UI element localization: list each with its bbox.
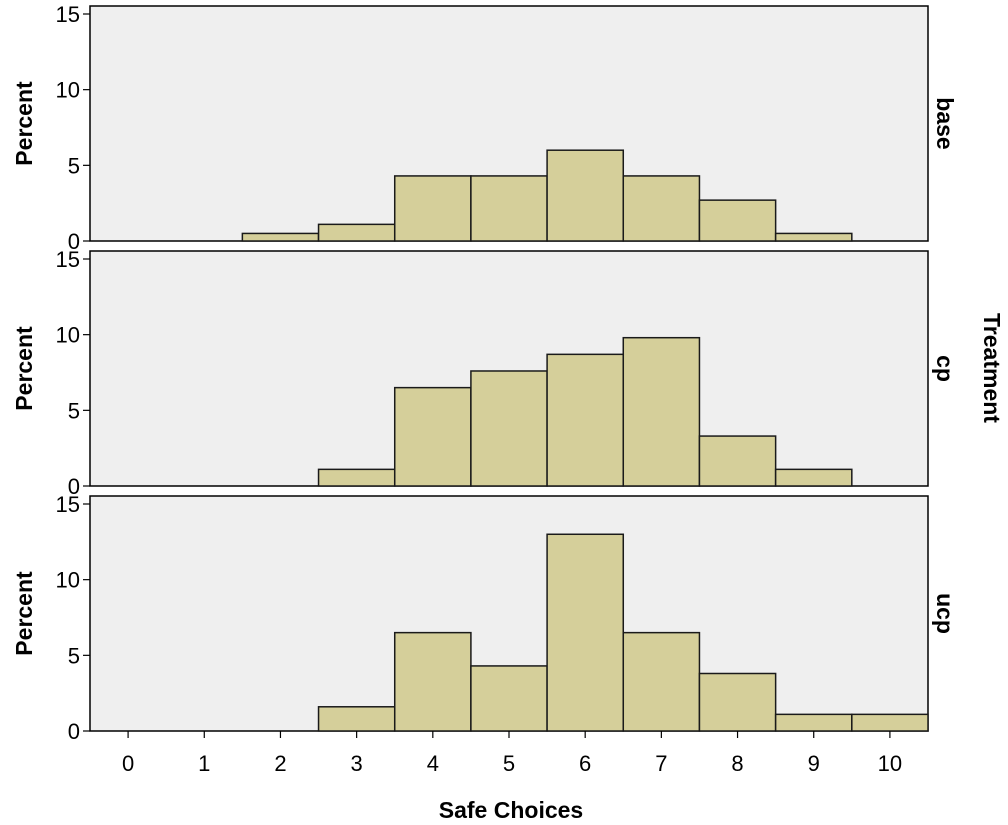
histogram-bar [546,533,625,732]
histogram-bar [698,199,777,242]
facet-title: Treatment [979,313,1005,423]
x-tick-label: 6 [579,751,591,776]
y-tick-label: 10 [56,568,80,593]
histogram-bar [622,175,701,242]
histogram-bar [241,232,320,242]
y-tick-label: 10 [56,323,80,348]
facet-label-cp: cp [932,355,958,382]
histogram-bar [546,149,625,242]
facet-label-base: base [932,97,958,149]
histogram-bar [393,386,472,487]
panel-ucp: 0 5 10 15 Percent ucp [11,492,958,744]
histogram-bar [622,336,701,487]
histogram-bar [774,232,853,242]
x-tick-label: 4 [427,751,439,776]
facet-label-ucp: ucp [932,593,958,634]
x-axis: 0 1 2 3 4 5 6 7 8 9 10 [122,731,902,776]
y-tick-label: 5 [68,398,80,423]
histogram-bar [774,713,853,732]
histogram-bar [622,631,701,732]
y-tick-label: 0 [68,474,80,499]
histogram-bar [546,353,625,487]
histogram-bar [698,672,777,732]
y-axis-title: Percent [11,326,37,411]
y-axis-title: Percent [11,571,37,656]
x-tick-label: 2 [274,751,286,776]
x-tick-label: 8 [731,751,743,776]
y-tick-label: 10 [56,78,80,103]
x-tick-label: 1 [198,751,210,776]
x-tick-label: 5 [503,751,515,776]
x-tick-label: 10 [878,751,902,776]
histogram-bar [317,223,396,242]
panel-cp: 0 5 10 15 Percent cp [11,247,958,499]
x-tick-label: 7 [655,751,667,776]
histogram-bar [470,665,548,732]
histogram-bar [317,468,396,487]
panels-group: 0 5 10 15 Percent base 0 5 10 15 Percent cp 0 5 10 15 Pe… [11,2,958,744]
x-tick-label: 0 [122,751,134,776]
y-tick-label: 15 [56,492,80,517]
histogram-bar [393,631,472,732]
y-tick-label: 15 [56,247,80,272]
panel-base: 0 5 10 15 Percent base [11,2,958,254]
histogram-bar [393,175,472,242]
y-tick-label: 15 [56,2,80,27]
x-tick-label: 9 [808,751,820,776]
histogram-bar [774,468,853,487]
histogram-bar [470,370,548,487]
x-axis-title: Safe Choices [439,797,583,823]
histogram-bar [698,435,777,487]
y-tick-label: 0 [68,719,80,744]
x-tick-label: 3 [351,751,363,776]
y-tick-label: 5 [68,153,80,178]
histogram-bar [851,713,929,732]
histogram-bar [470,175,548,242]
y-tick-label: 5 [68,643,80,668]
histogram-bar [317,706,396,732]
y-axis-title: Percent [11,81,37,166]
y-tick-label: 0 [68,229,80,254]
